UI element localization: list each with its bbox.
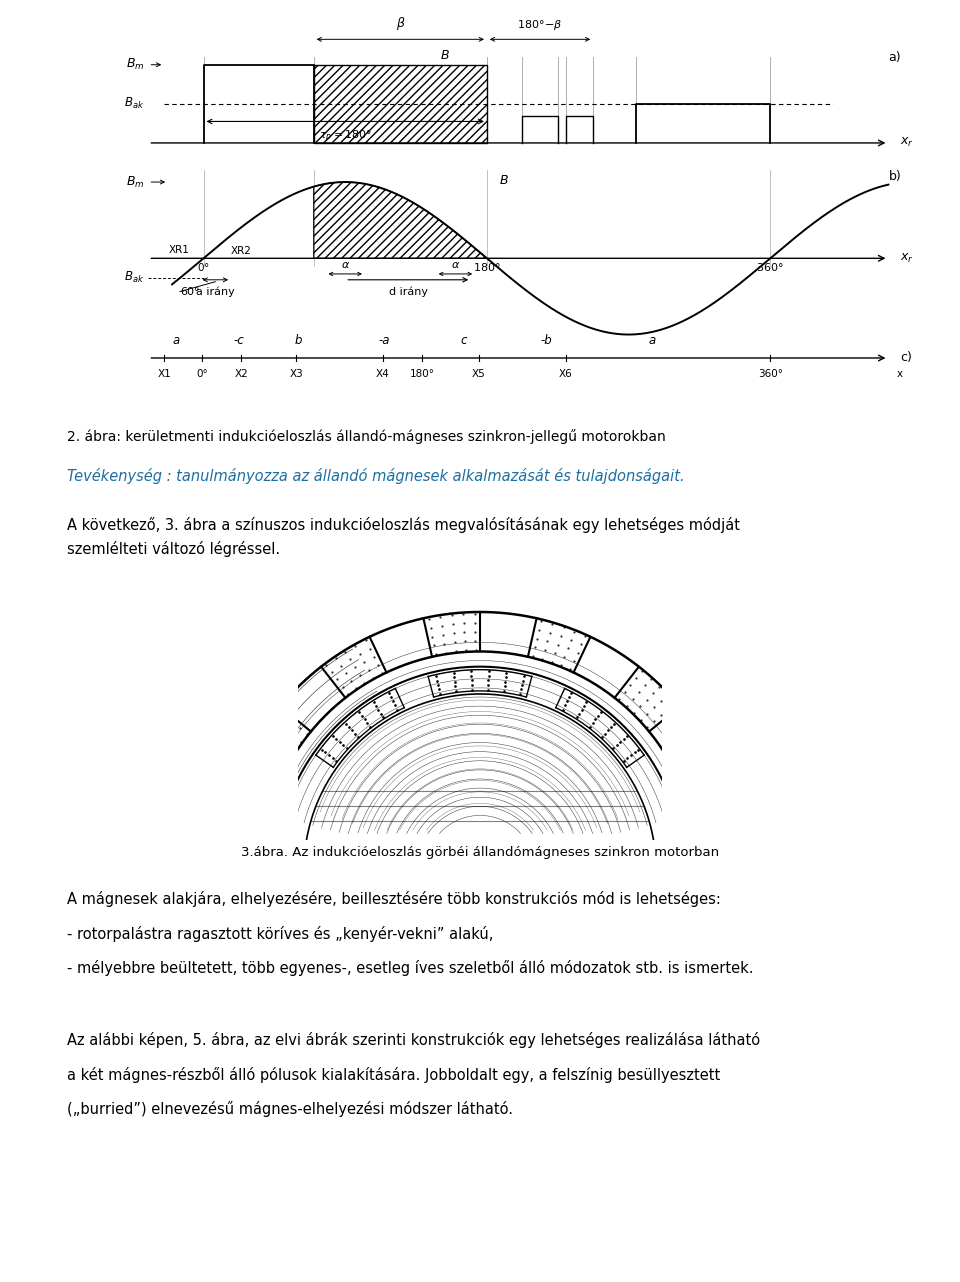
Text: 60°: 60° bbox=[180, 287, 200, 297]
Text: 0°: 0° bbox=[196, 369, 207, 379]
Text: $B$: $B$ bbox=[440, 49, 449, 62]
Text: $B_m$: $B_m$ bbox=[126, 58, 145, 72]
Text: $x_r$: $x_r$ bbox=[900, 251, 914, 265]
Text: Az alábbi képen, 5. ábra, az elvi ábrák szerinti konstrukciók egy lehetséges rea: Az alábbi képen, 5. ábra, az elvi ábrák … bbox=[67, 1032, 760, 1047]
Text: a: a bbox=[649, 335, 656, 347]
Text: - mélyebbre beültetett, több egyenes-, esetleg íves szeletből álló módozatok stb: - mélyebbre beültetett, több egyenes-, e… bbox=[67, 960, 754, 976]
Text: b): b) bbox=[888, 171, 901, 183]
Text: XR2: XR2 bbox=[231, 246, 252, 256]
Text: $\tau_p=180°$: $\tau_p=180°$ bbox=[319, 128, 372, 145]
Text: X3: X3 bbox=[290, 369, 303, 379]
Text: a két mágnes-részből álló pólusok kialakítására. Jobboldalt egy, a felszínig bes: a két mágnes-részből álló pólusok kialak… bbox=[67, 1067, 720, 1082]
Text: -b: -b bbox=[540, 335, 552, 347]
Text: Tevékenység : tanulmányozza az állandó mágnesek alkalmazását és tulajdonságait.: Tevékenység : tanulmányozza az állandó m… bbox=[67, 468, 684, 483]
Text: $\beta$: $\beta$ bbox=[396, 15, 405, 32]
Text: b: b bbox=[294, 335, 301, 347]
Text: („burried”) elnevezésű mágnes-elhelyezési módszer látható.: („burried”) elnevezésű mágnes-elhelyezés… bbox=[67, 1101, 514, 1117]
Text: A következő, 3. ábra a színuszos indukcióeloszlás megvalósításának egy lehetsége: A következő, 3. ábra a színuszos indukci… bbox=[67, 517, 740, 532]
Text: $B$: $B$ bbox=[499, 174, 509, 187]
Text: a): a) bbox=[888, 51, 901, 64]
Text: -c: -c bbox=[233, 335, 244, 347]
Text: $B_{ak}$: $B_{ak}$ bbox=[125, 271, 145, 286]
Text: - rotorpalástra ragasztott köríves és „kenyér-vekni” alakú,: - rotorpalástra ragasztott köríves és „k… bbox=[67, 926, 493, 941]
Polygon shape bbox=[314, 64, 487, 142]
Text: 3.ábra. Az indukcióeloszlás görbéi állandómágneses szinkron motorban: 3.ábra. Az indukcióeloszlás görbéi állan… bbox=[241, 846, 719, 859]
Text: X6: X6 bbox=[559, 369, 572, 379]
Text: x: x bbox=[898, 369, 903, 379]
Text: X4: X4 bbox=[376, 369, 390, 379]
Text: X2: X2 bbox=[234, 369, 249, 379]
Text: $360°$: $360°$ bbox=[756, 262, 784, 273]
Text: $B_m$: $B_m$ bbox=[126, 174, 145, 190]
Text: XR1: XR1 bbox=[168, 245, 189, 255]
Text: $x_r$: $x_r$ bbox=[900, 136, 914, 150]
Text: a irány: a irány bbox=[196, 287, 234, 297]
Text: c: c bbox=[460, 335, 467, 347]
Text: $\alpha$: $\alpha$ bbox=[451, 260, 460, 271]
Text: c): c) bbox=[900, 351, 912, 364]
Text: $0°$: $0°$ bbox=[197, 262, 210, 273]
Text: $180°\!-\!\beta$: $180°\!-\!\beta$ bbox=[517, 18, 563, 32]
Text: 180°: 180° bbox=[410, 369, 435, 379]
Text: d irány: d irány bbox=[389, 287, 428, 297]
Text: -a: -a bbox=[379, 335, 391, 347]
Text: A mágnesek alakjára, elhelyezésére, beillesztésére több konstrukciós mód is lehe: A mágnesek alakjára, elhelyezésére, beil… bbox=[67, 891, 721, 906]
Text: szemlélteti változó légréssel.: szemlélteti változó légréssel. bbox=[67, 541, 280, 556]
Polygon shape bbox=[314, 182, 487, 258]
Text: 2. ábra: kerületmenti indukcióeloszlás állandó-mágneses szinkron-jellegű motorok: 2. ábra: kerületmenti indukcióeloszlás á… bbox=[67, 429, 666, 445]
Text: X5: X5 bbox=[472, 369, 486, 379]
Text: $\alpha$: $\alpha$ bbox=[341, 260, 349, 271]
Text: $B_{ak}$: $B_{ak}$ bbox=[125, 96, 145, 112]
Text: X1: X1 bbox=[157, 369, 171, 379]
Text: a: a bbox=[173, 335, 180, 347]
Text: $180°$: $180°$ bbox=[473, 262, 501, 273]
Text: 360°: 360° bbox=[757, 369, 782, 379]
